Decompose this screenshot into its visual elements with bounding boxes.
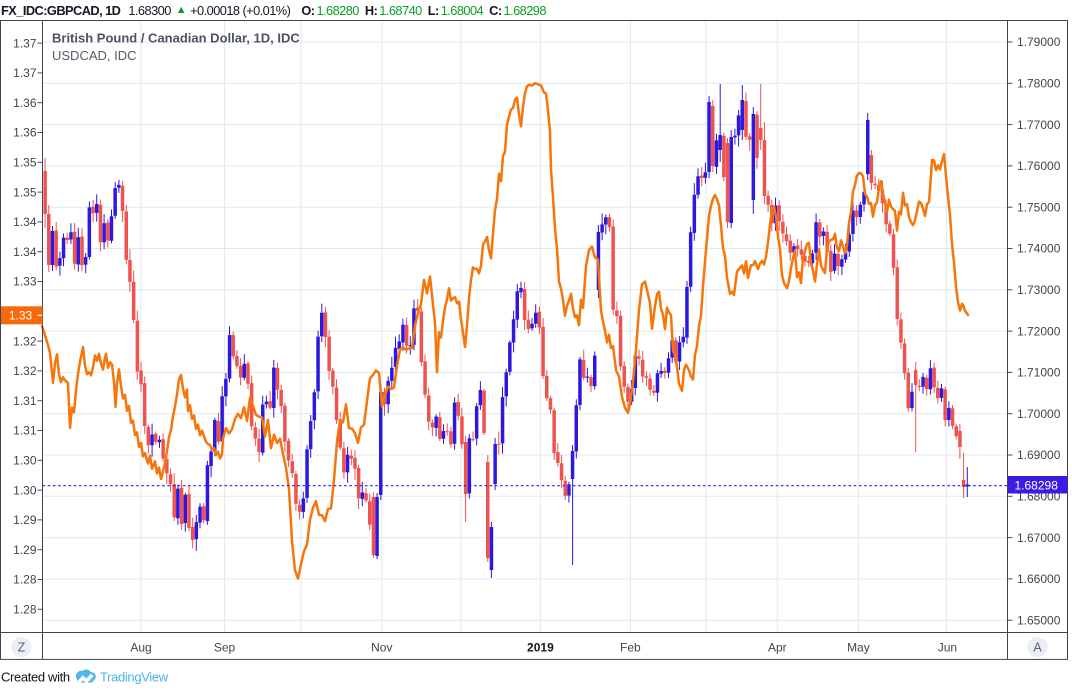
svg-text:1.66000: 1.66000 — [1017, 572, 1061, 586]
svg-text:1.67000: 1.67000 — [1017, 531, 1061, 545]
svg-text:1.32: 1.32 — [13, 364, 37, 378]
svg-text:1.68298: 1.68298 — [1015, 478, 1059, 492]
svg-text:1.76000: 1.76000 — [1017, 159, 1061, 173]
svg-text:1.65000: 1.65000 — [1017, 613, 1061, 627]
svg-text:2019: 2019 — [527, 641, 554, 655]
svg-text:1.77000: 1.77000 — [1017, 118, 1061, 132]
svg-text:1.28: 1.28 — [13, 603, 37, 617]
svg-text:1.73000: 1.73000 — [1017, 283, 1061, 297]
svg-text:Z: Z — [18, 641, 26, 655]
svg-text:1.79000: 1.79000 — [1017, 35, 1061, 49]
svg-text:1.34: 1.34 — [13, 215, 37, 229]
svg-text:British Pound / Canadian Dolla: British Pound / Canadian Dollar, 1D, IDC — [52, 31, 300, 46]
svg-text:1.36: 1.36 — [13, 96, 37, 110]
svg-text:1.30: 1.30 — [13, 454, 37, 468]
svg-text:Nov: Nov — [371, 641, 392, 655]
svg-text:Feb: Feb — [620, 641, 641, 655]
svg-text:1.36: 1.36 — [13, 126, 37, 140]
svg-text:1.37: 1.37 — [13, 36, 37, 50]
svg-text:1.32: 1.32 — [13, 334, 37, 348]
svg-text:1.75000: 1.75000 — [1017, 200, 1061, 214]
svg-text:Apr: Apr — [768, 641, 787, 655]
svg-text:1.72000: 1.72000 — [1017, 324, 1061, 338]
svg-text:1.29: 1.29 — [13, 543, 37, 557]
svg-text:1.33: 1.33 — [9, 309, 33, 323]
svg-text:1.35: 1.35 — [13, 185, 37, 199]
svg-text:1.69000: 1.69000 — [1017, 448, 1061, 462]
svg-text:1.71000: 1.71000 — [1017, 366, 1061, 380]
svg-text:Sep: Sep — [214, 641, 236, 655]
svg-text:A: A — [1033, 641, 1042, 655]
svg-text:May: May — [847, 641, 870, 655]
svg-text:1.33: 1.33 — [13, 275, 37, 289]
svg-text:1.31: 1.31 — [13, 394, 37, 408]
svg-text:1.70000: 1.70000 — [1017, 407, 1061, 421]
svg-text:1.35: 1.35 — [13, 156, 37, 170]
svg-text:Jun: Jun — [938, 641, 957, 655]
svg-text:1.34: 1.34 — [13, 245, 37, 259]
svg-text:1.30: 1.30 — [13, 483, 37, 497]
svg-text:1.29: 1.29 — [13, 513, 37, 527]
svg-text:1.78000: 1.78000 — [1017, 77, 1061, 91]
svg-text:Aug: Aug — [130, 641, 151, 655]
svg-text:1.37: 1.37 — [13, 66, 37, 80]
svg-text:1.28: 1.28 — [13, 573, 37, 587]
svg-text:1.31: 1.31 — [13, 424, 37, 438]
svg-text:USDCAD, IDC: USDCAD, IDC — [52, 48, 137, 63]
svg-text:1.74000: 1.74000 — [1017, 242, 1061, 256]
